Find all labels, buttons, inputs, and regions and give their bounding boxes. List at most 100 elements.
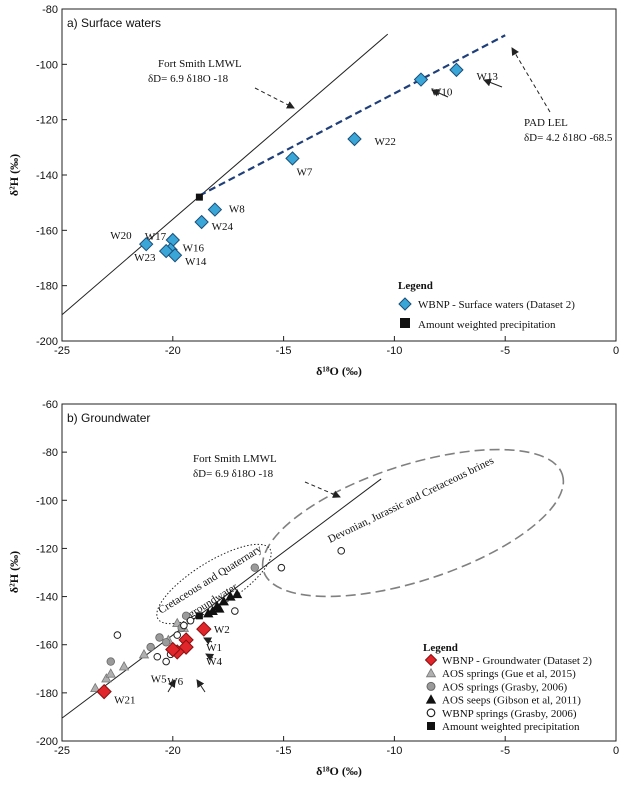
panel-a-lel-arrow [511,47,551,113]
surface-water-label: W8 [229,204,245,216]
panel-a-lmwl-equation: δD= 6.9 δ18O -18 [148,73,229,85]
panel-b-ylabel: δ²H (‰) [7,551,21,593]
aos-springs-grasby-point [250,563,259,572]
surface-water-label: W7 [296,166,312,178]
groundwater-label: W2 [214,624,230,636]
panel-b-ytick-label: -100 [36,495,58,507]
aos-seeps-point [214,603,225,613]
groundwater-label: W21 [114,695,135,707]
panel-a-xtick-label: -5 [500,345,510,357]
panel-a-ylabel: δ²H (‰) [7,154,21,196]
aos-springs-gue-point [138,649,150,659]
aos-springs-gue-point [90,682,101,693]
aos-springs-grasby-point [155,633,164,642]
panel-b-title: b) Groundwater [67,411,150,425]
panel-a-ytick-label: -140 [36,170,58,182]
surface-water-point [285,151,300,166]
panel-b-xtick-label: -10 [386,745,402,757]
legend-seeps-swatch [425,694,437,704]
wbnp-springs-point [277,563,286,572]
panel-b-xtick-label: -25 [54,745,70,757]
panel-b-w4-arrow [205,653,215,661]
panel-b-xtick-label: 0 [613,745,619,757]
panel-b-ytick-label: -120 [36,543,58,555]
surface-water-label: W14 [185,256,207,268]
panel-b-ytick-label: -140 [36,592,58,604]
precipitation-point [195,612,203,620]
panel-a-ytick-label: -180 [36,281,58,293]
panel-a-lel-line [198,34,506,197]
panel-a-ticks: -25 -20 -15 -10 -5 0 -80 -100 -120 -140 -160 -180 -2… [36,4,619,357]
surface-water-label: W16 [183,243,205,255]
panel-a-legend-square-swatch [400,318,410,328]
wbnp-springs-point [186,616,195,625]
wbnp-springs-point [162,657,170,666]
panel-b: -25 -20 -15 -10 -5 0 -60 -80 -100 -120 -140 -160 -18… [7,399,619,778]
surface-water-label: W24 [212,221,234,233]
wbnp-springs-point [231,607,239,615]
precipitation-point [195,193,203,201]
panel-a-lmwl-line [61,33,389,316]
panel-b-lmwl-equation: δD= 6.9 δ18O -18 [193,468,274,480]
aos-springs-grasby-point [146,642,155,652]
wbnp-springs-point [173,631,182,639]
groundwater-point [165,641,181,658]
panel-b-xtick-label: -20 [165,745,181,757]
surface-water-label: W22 [375,136,396,148]
panel-a-frame [61,8,617,342]
panel-b-legend-entry: WBNP - Groundwater (Dataset 2) [442,655,592,667]
panel-b-ytick-label: -60 [42,399,58,411]
aos-springs-gue-point [101,673,112,683]
aos-springs-grasby-point [106,657,115,666]
legend-grasby-swatch [426,681,436,691]
panel-a-lmwl-arrow [254,87,295,109]
aos-seeps-point [231,588,243,599]
panel-a-ytick-label: -200 [36,336,58,348]
aos-springs-gue-point [118,661,130,671]
panel-a-legend-title: Legend [398,280,433,292]
groundwater-point [196,621,212,637]
legend-wbnp-springs-swatch [426,708,436,718]
panel-a: -25 -20 -15 -10 -5 0 -80 -100 -120 -140 -160 -180 -2… [7,4,619,378]
panel-a-lmwl-label: Fort Smith LMWL [158,58,242,70]
aos-springs-gue-point [105,668,116,678]
groundwater-label: W1 [206,642,222,654]
surface-water-point [347,131,362,147]
legend-precipitation-swatch [427,722,435,730]
aos-seeps-point [218,596,229,606]
panel-b-ytick-label: -200 [36,736,58,748]
panel-b-legend-title: Legend [423,642,458,654]
panel-a-ytick-label: -160 [36,225,58,237]
panel-a-xtick-label: -15 [276,345,292,357]
panel-b-lmwl-line [61,478,382,719]
surface-water-label: W17 [145,231,167,243]
surface-water-label: W13 [476,71,498,83]
panel-a-xtick-label: -10 [386,345,402,357]
groundwater-label: W6 [167,676,183,688]
surface-water-label: W23 [134,252,156,264]
groundwater-label: W5 [151,674,167,686]
panel-b-legend-entry: AOS springs (Gue et al, 2015) [442,668,576,680]
panel-a-xtick-label: -20 [165,345,181,357]
panel-b-lmwl-arrow [304,481,341,498]
groundwater-point [96,683,112,700]
panel-b-xtick-label: -15 [276,745,292,757]
panel-a-xtick-label: 0 [613,345,619,357]
legend-groundwater-swatch [424,653,438,667]
panel-b-ytick-label: -160 [36,640,58,652]
panel-b-legend: WBNP - Groundwater (Dataset 2)AOS spring… [424,653,592,733]
panel-a-legend-entry-0: WBNP - Surface waters (Dataset 2) [418,299,575,311]
panel-b-legend-entry: Amount weighted precipitation [442,721,580,733]
panel-a-xlabel: δ¹⁸O (‰) [316,364,362,378]
panel-a-legend-diamond-swatch [398,297,412,311]
panel-a-lel-label: PAD LEL [524,117,568,129]
panel-b-lmwl-label: Fort Smith LMWL [193,453,277,465]
panel-a-xtick-label: -25 [54,345,70,357]
panel-b-xlabel: δ¹⁸O (‰) [316,764,362,778]
aos-springs-grasby-point [161,638,171,647]
panel-a-w10-arrow [431,89,449,98]
panel-b-legend-entry: AOS seeps (Gibson et al, 2011) [442,695,581,707]
aos-seeps-point [203,608,214,618]
